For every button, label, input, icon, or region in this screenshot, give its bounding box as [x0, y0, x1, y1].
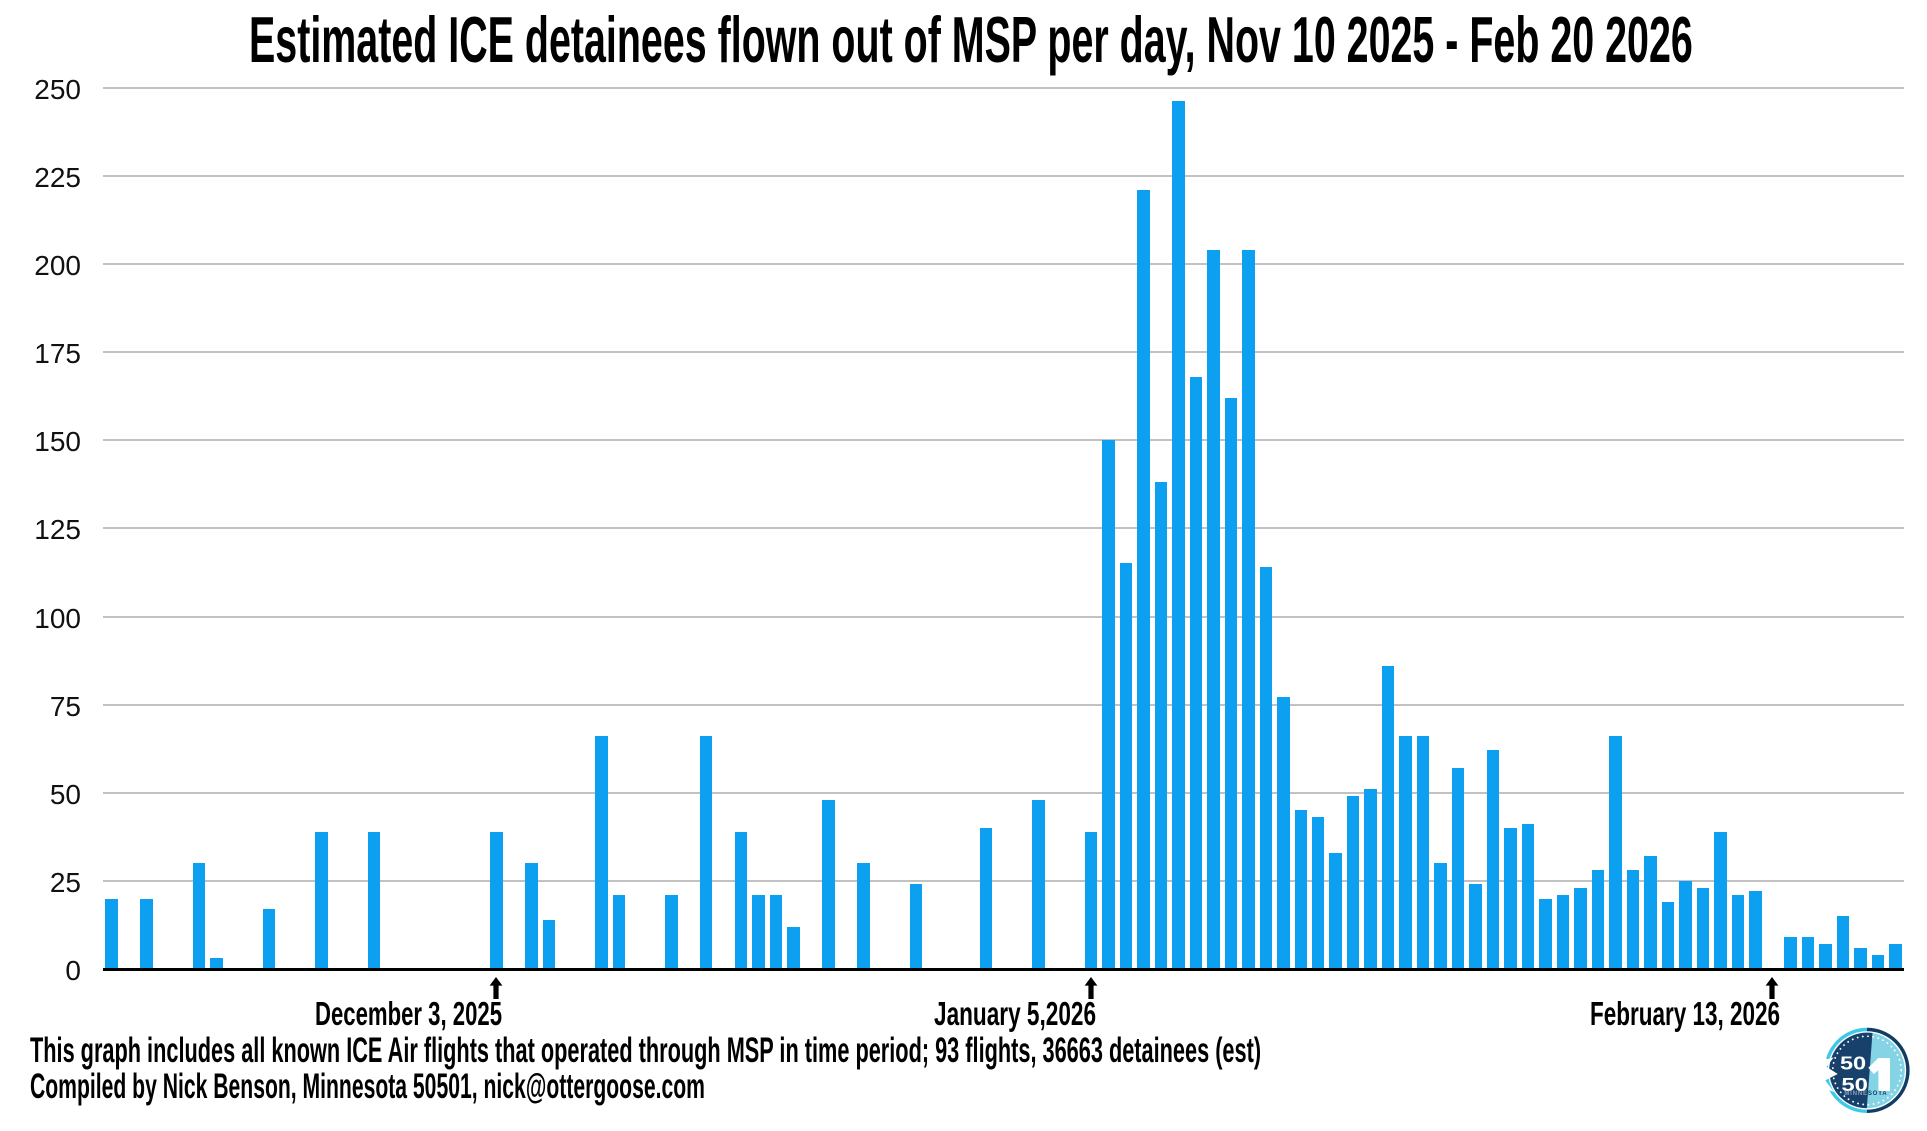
svg-text:50: 50 — [1841, 1075, 1868, 1096]
svg-text:MINNESOTA: MINNESOTA — [1844, 1090, 1887, 1097]
svg-text:MINNESOTA: MINNESOTA — [1844, 1090, 1887, 1097]
svg-text:50: 50 — [1840, 1054, 1866, 1075]
